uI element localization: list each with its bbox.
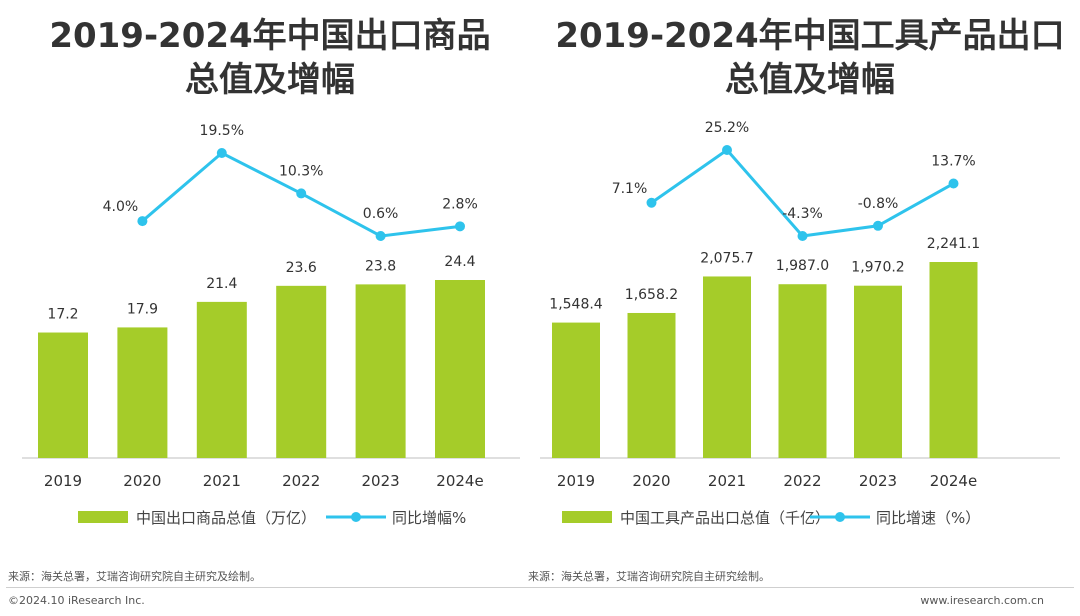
legend-item-line: 同比增速（%） <box>810 505 980 529</box>
growth-value-label: -0.8% <box>858 196 899 212</box>
legend-bar-swatch <box>78 511 128 523</box>
legend-item-bars: 中国工具产品出口总值（千亿） <box>562 505 830 529</box>
combo-chart: 17.2 2019 17.9 2020 21.4 2021 23.6 2022 23.8 2023… <box>22 123 520 490</box>
chart-panel-right: 2019-2024年中国工具产品出口 总值及增幅 1,548.4 2019 1,65… <box>528 0 1080 583</box>
bar-value-label: 2,241.1 <box>927 236 980 252</box>
x-tick-label: 2024e <box>436 472 483 490</box>
growth-line <box>650 148 955 238</box>
bar-value-label: 23.8 <box>365 258 396 274</box>
bar-value-label: 1,548.4 <box>549 297 603 313</box>
x-tick-label: 2019 <box>557 472 595 490</box>
growth-value-label: 4.0% <box>103 199 139 215</box>
growth-point <box>797 231 808 241</box>
growth-value-label: 25.2% <box>705 120 749 136</box>
x-tick-label: 2022 <box>282 472 320 490</box>
chart-panel-left: 2019-2024年中国出口商品 总值及增幅 17.2 2019 17.9 2020 2… <box>0 0 540 583</box>
x-tick-label: 2023 <box>362 472 400 490</box>
bar-value-label: 2,075.7 <box>700 250 753 266</box>
x-tick-label: 2023 <box>859 472 897 490</box>
growth-value-label: -4.3% <box>782 206 823 222</box>
chart-legend: 中国工具产品出口总值（千亿） 同比增速（%） <box>540 505 1080 529</box>
x-tick-label: 2022 <box>783 472 821 490</box>
footer-divider <box>6 587 1074 588</box>
chart-title-line1: 2019-2024年中国出口商品 <box>49 16 491 56</box>
growth-value-label: 10.3% <box>279 163 323 179</box>
legend-label-line: 同比增速（%） <box>876 508 981 527</box>
chart-title-line2: 总值及增幅 <box>725 60 895 100</box>
legend-line-swatch <box>326 512 386 522</box>
growth-value-label: 7.1% <box>612 181 648 197</box>
growth-value-label: 2.8% <box>442 196 478 212</box>
source-note: 来源：海关总署，艾瑞咨询研究院自主研究绘制。 <box>528 570 770 583</box>
growth-point <box>216 148 227 158</box>
bar <box>929 262 978 458</box>
growth-point <box>646 197 657 208</box>
growth-value-label: 0.6% <box>363 206 399 222</box>
growth-point <box>296 188 307 199</box>
legend-label-bars: 中国工具产品出口总值（千亿） <box>620 508 831 527</box>
legend-item-bars: 中国出口商品总值（万亿） <box>78 505 316 529</box>
combo-chart: 1,548.4 2019 1,658.2 2020 2,075.7 2021 1,987.0… <box>540 120 1060 490</box>
chart-title: 2019-2024年中国出口商品 总值及增幅 <box>0 14 540 102</box>
bar-value-label: 1,970.2 <box>851 260 904 276</box>
bar <box>435 280 485 458</box>
bar-value-label: 24.4 <box>444 254 475 270</box>
bar-value-label: 1,658.2 <box>625 287 678 303</box>
footer-website: www.iresearch.com.cn <box>920 594 1044 607</box>
growth-value-label: 13.7% <box>931 154 975 170</box>
bar-value-label: 21.4 <box>206 276 237 292</box>
growth-value-label: 19.5% <box>200 123 244 139</box>
growth-point <box>948 178 959 189</box>
bar <box>854 285 902 458</box>
footer-copyright: ©2024.10 iResearch Inc. <box>8 594 145 607</box>
x-tick-label: 2021 <box>203 472 241 490</box>
legend-label-bars: 中国出口商品总值（万亿） <box>136 508 317 527</box>
bar <box>38 332 88 458</box>
x-tick-label: 2020 <box>632 472 670 490</box>
growth-point <box>375 231 386 241</box>
bar <box>627 312 676 458</box>
bar <box>196 301 247 458</box>
legend-bar-swatch <box>562 511 612 523</box>
bar-value-label: 23.6 <box>286 260 317 276</box>
legend-line-swatch <box>810 512 870 522</box>
bar-value-label: 17.9 <box>127 301 158 317</box>
x-tick-label: 2021 <box>708 472 746 490</box>
bar <box>703 276 751 458</box>
bar <box>552 322 600 458</box>
chart-title-line1: 2019-2024年中国工具产品出口 <box>555 16 1065 56</box>
bar <box>778 284 827 458</box>
source-note: 来源：海关总署，艾瑞咨询研究院自主研究及绘制。 <box>8 570 261 583</box>
x-tick-label: 2024e <box>930 472 977 490</box>
chart-title-line2: 总值及增幅 <box>185 60 355 100</box>
growth-point <box>722 145 732 155</box>
chart-title: 2019-2024年中国工具产品出口 总值及增幅 <box>540 14 1080 102</box>
bar <box>117 327 168 458</box>
bar-value-label: 1,987.0 <box>776 258 829 274</box>
growth-point <box>873 220 883 231</box>
growth-point <box>137 216 148 227</box>
legend-item-line: 同比增幅% <box>326 505 466 529</box>
growth-point <box>455 221 465 232</box>
chart-legend: 中国出口商品总值（万亿） 同比增幅% <box>0 505 540 529</box>
bar <box>355 284 406 458</box>
x-tick-label: 2020 <box>123 472 161 490</box>
bar-value-label: 17.2 <box>47 307 78 323</box>
x-tick-label: 2019 <box>44 472 82 490</box>
legend-label-line: 同比增幅% <box>392 508 467 527</box>
bar <box>276 285 327 458</box>
